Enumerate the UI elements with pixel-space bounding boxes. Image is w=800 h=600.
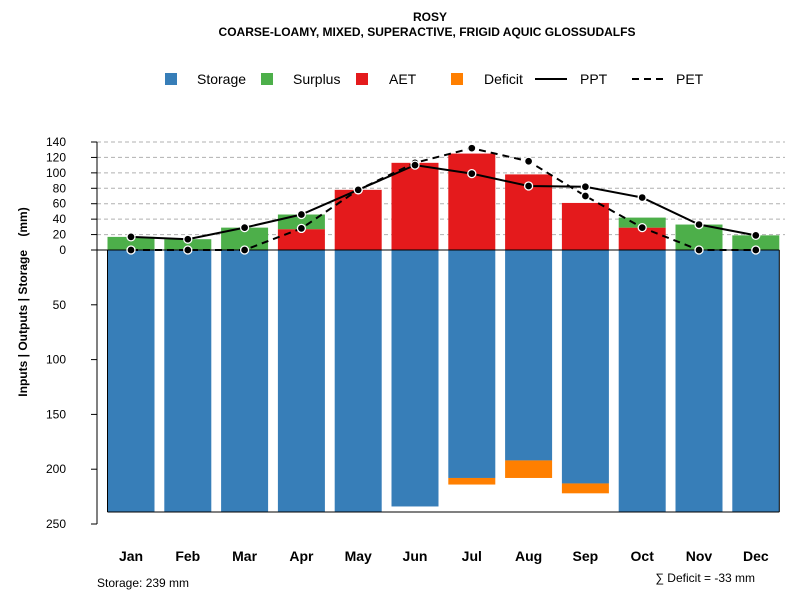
pet-point xyxy=(183,245,193,255)
legend-label: Deficit xyxy=(484,71,523,87)
deficit-bar xyxy=(448,477,496,485)
pet-point xyxy=(637,222,647,233)
storage-bar xyxy=(107,250,155,512)
aet-bar xyxy=(334,189,382,250)
x-tick-label: Oct xyxy=(631,548,655,564)
aet-bar xyxy=(277,229,325,250)
pet-point xyxy=(523,156,534,166)
pet-line xyxy=(131,147,756,251)
pet-point xyxy=(126,245,136,255)
x-tick-label: Apr xyxy=(289,548,314,564)
y-tick-label: 0 xyxy=(59,243,66,257)
ppt-point xyxy=(296,209,307,220)
ppt-point xyxy=(239,222,250,233)
y-tick-label: 40 xyxy=(53,212,67,226)
surplus-bar xyxy=(164,239,212,250)
legend-swatch xyxy=(451,73,463,85)
storage-footer: Storage: 239 mm xyxy=(97,576,189,590)
storage-bar xyxy=(277,250,325,512)
y-tick-label: 100 xyxy=(46,353,66,367)
x-tick-label: Mar xyxy=(232,548,257,564)
ppt-point xyxy=(467,168,477,179)
chart-subtitle: COARSE-LOAMY, MIXED, SUPERACTIVE, FRIGID… xyxy=(219,25,636,39)
pet-point xyxy=(751,245,761,255)
grid-lines xyxy=(97,141,785,236)
pet-point xyxy=(580,191,591,201)
pet-point xyxy=(296,223,307,234)
storage-bar xyxy=(675,250,723,512)
ppt-point xyxy=(637,192,647,203)
x-tick-label: May xyxy=(345,548,372,564)
deficit-footer: ∑ Deficit = -33 mm xyxy=(655,571,755,585)
ppt-point xyxy=(353,185,363,195)
aet-bar xyxy=(391,162,439,250)
legend-label: Storage xyxy=(197,71,246,87)
y-axis-label: Inputs | Outputs | Storage (mm) xyxy=(16,207,30,396)
y-tick-label: 60 xyxy=(53,197,67,211)
legend-label: PPT xyxy=(580,71,608,87)
x-tick-label: Feb xyxy=(175,548,200,564)
x-tick-label: Jul xyxy=(462,548,482,564)
storage-bar xyxy=(561,250,609,484)
series-lines xyxy=(126,143,761,255)
storage-bar xyxy=(618,250,666,512)
storage-bar xyxy=(448,250,496,478)
surplus-bar xyxy=(732,235,780,250)
x-tick-label: Sep xyxy=(573,548,599,564)
ppt-point xyxy=(751,230,761,240)
deficit-bar xyxy=(505,460,553,478)
pet-point xyxy=(239,245,250,255)
surplus-bar xyxy=(618,217,666,228)
bars xyxy=(97,153,780,513)
x-tick-label: Jun xyxy=(403,548,428,564)
ppt-point xyxy=(580,182,591,192)
ppt-point xyxy=(410,160,420,170)
legend-swatch xyxy=(356,73,368,85)
surplus-bar xyxy=(221,227,269,250)
legend-label: AET xyxy=(389,71,417,87)
y-tick-label: 120 xyxy=(46,150,66,164)
y-tick-label: 150 xyxy=(46,407,66,421)
storage-bar xyxy=(505,250,553,461)
ppt-point xyxy=(694,219,704,230)
chart-title: ROSY xyxy=(413,10,447,24)
legend-swatch xyxy=(261,73,273,85)
x-tick-label: Aug xyxy=(515,548,542,564)
x-tick-label: Jan xyxy=(119,548,143,564)
y-tick-label: 140 xyxy=(46,135,66,149)
deficit-bar xyxy=(561,483,609,494)
legend-label: Surplus xyxy=(293,71,340,87)
y-tick-label: 80 xyxy=(53,181,67,195)
storage-bar xyxy=(391,250,439,507)
ppt-point xyxy=(523,181,534,191)
legend-swatch xyxy=(165,73,177,85)
ppt-line xyxy=(130,164,756,241)
x-tick-label: Dec xyxy=(743,548,769,564)
storage-bar xyxy=(164,250,212,512)
storage-bar xyxy=(732,250,780,512)
y-tick-label: 250 xyxy=(46,517,66,531)
y-tick-label: 20 xyxy=(53,228,67,242)
storage-bar xyxy=(334,250,382,512)
legend: Storage Surplus AET Deficit PPT PET xyxy=(165,71,704,87)
y-tick-label: 100 xyxy=(46,166,66,180)
ppt-point xyxy=(126,232,136,242)
aet-bar xyxy=(448,153,496,250)
storage-bar xyxy=(221,250,269,512)
pet-point xyxy=(694,245,704,255)
legend-label: PET xyxy=(676,71,704,87)
aet-bar xyxy=(561,202,609,250)
ppt-point xyxy=(183,234,193,244)
y-tick-label: 200 xyxy=(46,462,66,476)
pet-point xyxy=(467,143,477,153)
surplus-bar xyxy=(107,236,155,250)
y-tick-label: 50 xyxy=(53,298,67,312)
x-tick-label: Nov xyxy=(686,548,713,564)
